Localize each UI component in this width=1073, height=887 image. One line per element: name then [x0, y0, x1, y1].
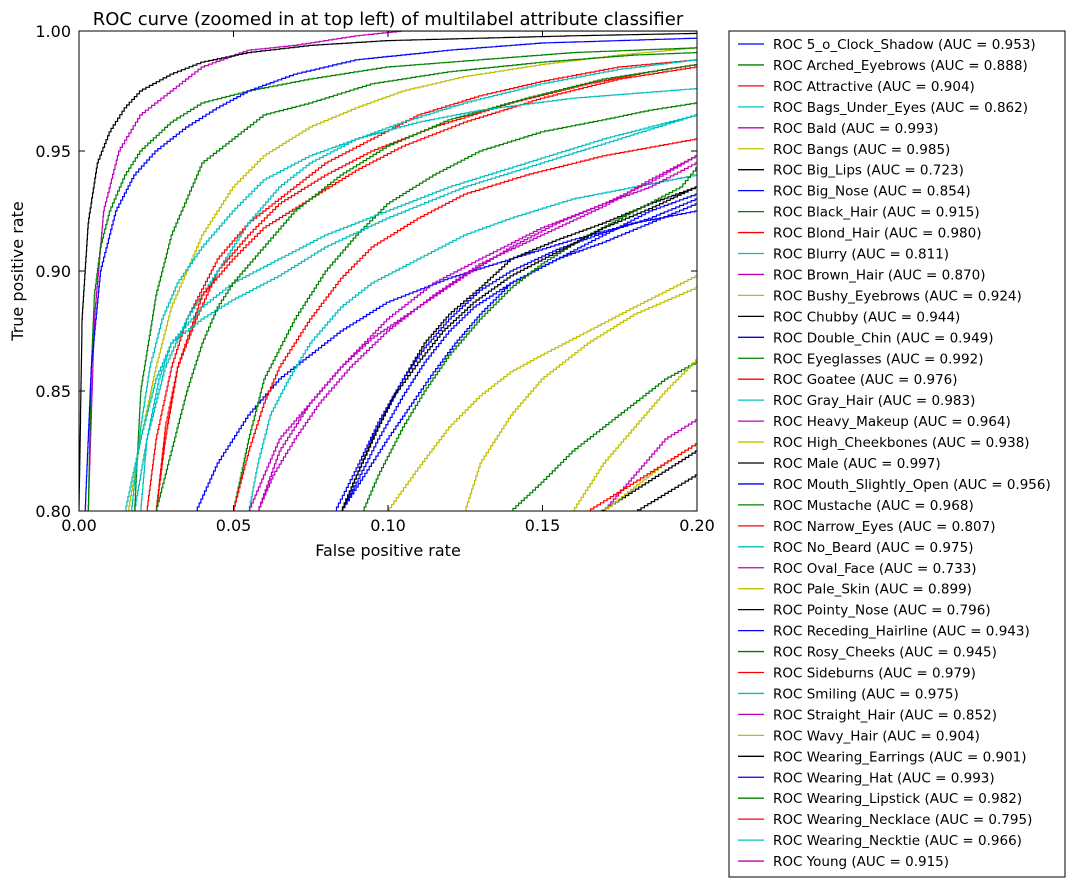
series-line-19 — [604, 419, 697, 511]
legend-label-35: ROC Wearing_Hat (AUC = 0.993) — [773, 770, 995, 786]
y-tick-label-3: 0.95 — [35, 142, 71, 161]
legend-label-18: ROC Heavy_Makeup (AUC = 0.964) — [773, 414, 1011, 430]
series-line-31 — [155, 66, 697, 511]
legend-label-23: ROC Narrow_Eyes (AUC = 0.807) — [773, 519, 995, 535]
legend-label-36: ROC Wearing_Lipstick (AUC = 0.982) — [773, 791, 1022, 807]
legend-label-0: ROC 5_o_Clock_Shadow (AUC = 0.953) — [773, 37, 1036, 53]
legend-label-11: ROC Brown_Hair (AUC = 0.870) — [773, 267, 985, 283]
series-line-23 — [134, 52, 697, 511]
x-tick-label-3: 0.15 — [525, 516, 561, 535]
chart-title: ROC curve (zoomed in at top left) of mul… — [93, 9, 684, 30]
legend-label-20: ROC Male (AUC = 0.997) — [773, 456, 941, 472]
y-tick-label-1: 0.85 — [35, 382, 71, 401]
series-line-20 — [604, 443, 697, 511]
legend-label-9: ROC Blond_Hair (AUC = 0.980) — [773, 226, 982, 242]
legend-label-2: ROC Attractive (AUC = 0.904) — [773, 79, 975, 95]
series-line-33 — [248, 162, 697, 511]
series-line-22 — [339, 193, 697, 511]
series-line-4 — [87, 31, 697, 511]
series-line-11 — [258, 155, 697, 511]
legend-label-30: ROC Sideburns (AUC = 0.979) — [773, 666, 976, 682]
legend-label-16: ROC Goatee (AUC = 0.976) — [773, 372, 958, 388]
series-line-32 — [140, 114, 697, 511]
legend-label-24: ROC No_Beard (AUC = 0.975) — [773, 540, 973, 556]
legend-label-37: ROC Wearing_Necklace (AUC = 0.795) — [773, 812, 1032, 828]
legend: ROC 5_o_Clock_Shadow (AUC = 0.953) ROC Ar… — [738, 37, 1051, 870]
legend-label-19: ROC High_Cheekbones (AUC = 0.938) — [773, 435, 1030, 451]
legend-label-8: ROC Black_Hair (AUC = 0.915) — [773, 205, 980, 221]
legend-label-27: ROC Pointy_Nose (AUC = 0.796) — [773, 603, 991, 619]
series-line-25 — [125, 114, 697, 511]
legend-label-38: ROC Wearing_Necktie (AUC = 0.966) — [773, 833, 1022, 849]
legend-label-32: ROC Straight_Hair (AUC = 0.852) — [773, 707, 997, 723]
legend-label-15: ROC Eyeglasses (AUC = 0.992) — [773, 351, 983, 367]
legend-label-22: ROC Mustache (AUC = 0.968) — [773, 498, 974, 514]
series-layer — [79, 31, 697, 511]
legend-label-28: ROC Receding_Hairline (AUC = 0.943) — [773, 624, 1030, 640]
series-line-34 — [388, 275, 697, 511]
series-line-5 — [128, 47, 697, 511]
series-line-30 — [363, 167, 697, 511]
series-line-8 — [233, 102, 697, 511]
series-line-15 — [87, 47, 697, 511]
x-tick-label-2: 0.10 — [370, 516, 406, 535]
y-tick-label-4: 1.00 — [35, 22, 71, 41]
series-line-12 — [465, 287, 697, 511]
series-line-10 — [248, 174, 697, 511]
legend-label-10: ROC Blurry (AUC = 0.811) — [773, 247, 949, 263]
series-line-16 — [511, 361, 697, 511]
legend-label-33: ROC Wavy_Hair (AUC = 0.904) — [773, 728, 980, 744]
series-line-37 — [156, 63, 697, 511]
series-line-26 — [694, 510, 697, 511]
series-line-29 — [341, 203, 697, 511]
legend-label-17: ROC Gray_Hair (AUC = 0.983) — [773, 393, 975, 409]
legend-label-29: ROC Rosy_Cheeks (AUC = 0.945) — [773, 645, 997, 661]
legend-label-21: ROC Mouth_Slightly_Open (AUC = 0.956) — [773, 477, 1051, 493]
legend-label-26: ROC Pale_Skin (AUC = 0.899) — [773, 582, 972, 598]
y-tick-label-0: 0.80 — [35, 502, 71, 521]
legend-label-25: ROC Oval_Face (AUC = 0.733) — [773, 561, 977, 577]
legend-label-13: ROC Chubby (AUC = 0.944) — [773, 309, 960, 325]
series-line-21 — [79, 32, 697, 511]
x-axis-label: False positive rate — [315, 541, 461, 560]
series-line-35 — [341, 186, 697, 511]
legend-label-6: ROC Big_Lips (AUC = 0.723) — [773, 163, 964, 179]
legend-label-39: ROC Young (AUC = 0.915) — [773, 854, 949, 870]
series-line-24 — [233, 138, 697, 511]
legend-label-1: ROC Arched_Eyebrows (AUC = 0.888) — [773, 58, 1028, 74]
legend-label-12: ROC Bushy_Eyebrows (AUC = 0.924) — [773, 288, 1022, 304]
legend-label-14: ROC Double_Chin (AUC = 0.949) — [773, 330, 994, 346]
tick-layer: 0.00 0.05 0.10 0.15 0.20 0.80 0.85 0.90 0.95 1.00 — [35, 22, 714, 535]
x-tick-label-0: 0.00 — [61, 516, 97, 535]
x-tick-label-4: 0.20 — [679, 516, 715, 535]
series-line-38 — [588, 443, 697, 511]
legend-box — [728, 30, 1066, 878]
legend-label-31: ROC Smiling (AUC = 0.975) — [773, 686, 959, 702]
x-tick-label-1: 0.05 — [216, 516, 252, 535]
y-axis-label: True positive rate — [8, 201, 27, 341]
series-line-27 — [573, 359, 697, 511]
legend-label-7: ROC Big_Nose (AUC = 0.854) — [773, 184, 971, 200]
legend-label-34: ROC Wearing_Earrings (AUC = 0.901) — [773, 749, 1027, 765]
y-tick-label-2: 0.90 — [35, 262, 71, 281]
series-line-39 — [131, 88, 697, 511]
series-line-36 — [84, 37, 697, 511]
legend-label-5: ROC Bangs (AUC = 0.985) — [773, 142, 950, 158]
series-line-28 — [637, 474, 697, 511]
legend-label-4: ROC Bald (AUC = 0.993) — [773, 121, 939, 137]
legend-label-3: ROC Bags_Under_Eyes (AUC = 0.862) — [773, 100, 1028, 116]
series-line-18 — [134, 59, 697, 511]
series-line-40 — [258, 155, 697, 511]
series-line-9 — [146, 59, 697, 511]
